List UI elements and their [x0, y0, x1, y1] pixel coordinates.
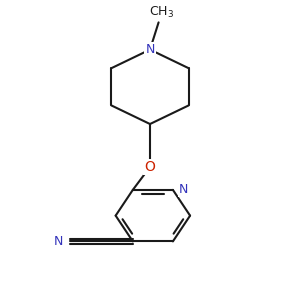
Text: N: N [53, 235, 63, 248]
Text: CH$_3$: CH$_3$ [149, 4, 174, 20]
Text: N: N [179, 183, 189, 196]
Text: O: O [145, 160, 155, 174]
Text: N: N [145, 43, 155, 56]
